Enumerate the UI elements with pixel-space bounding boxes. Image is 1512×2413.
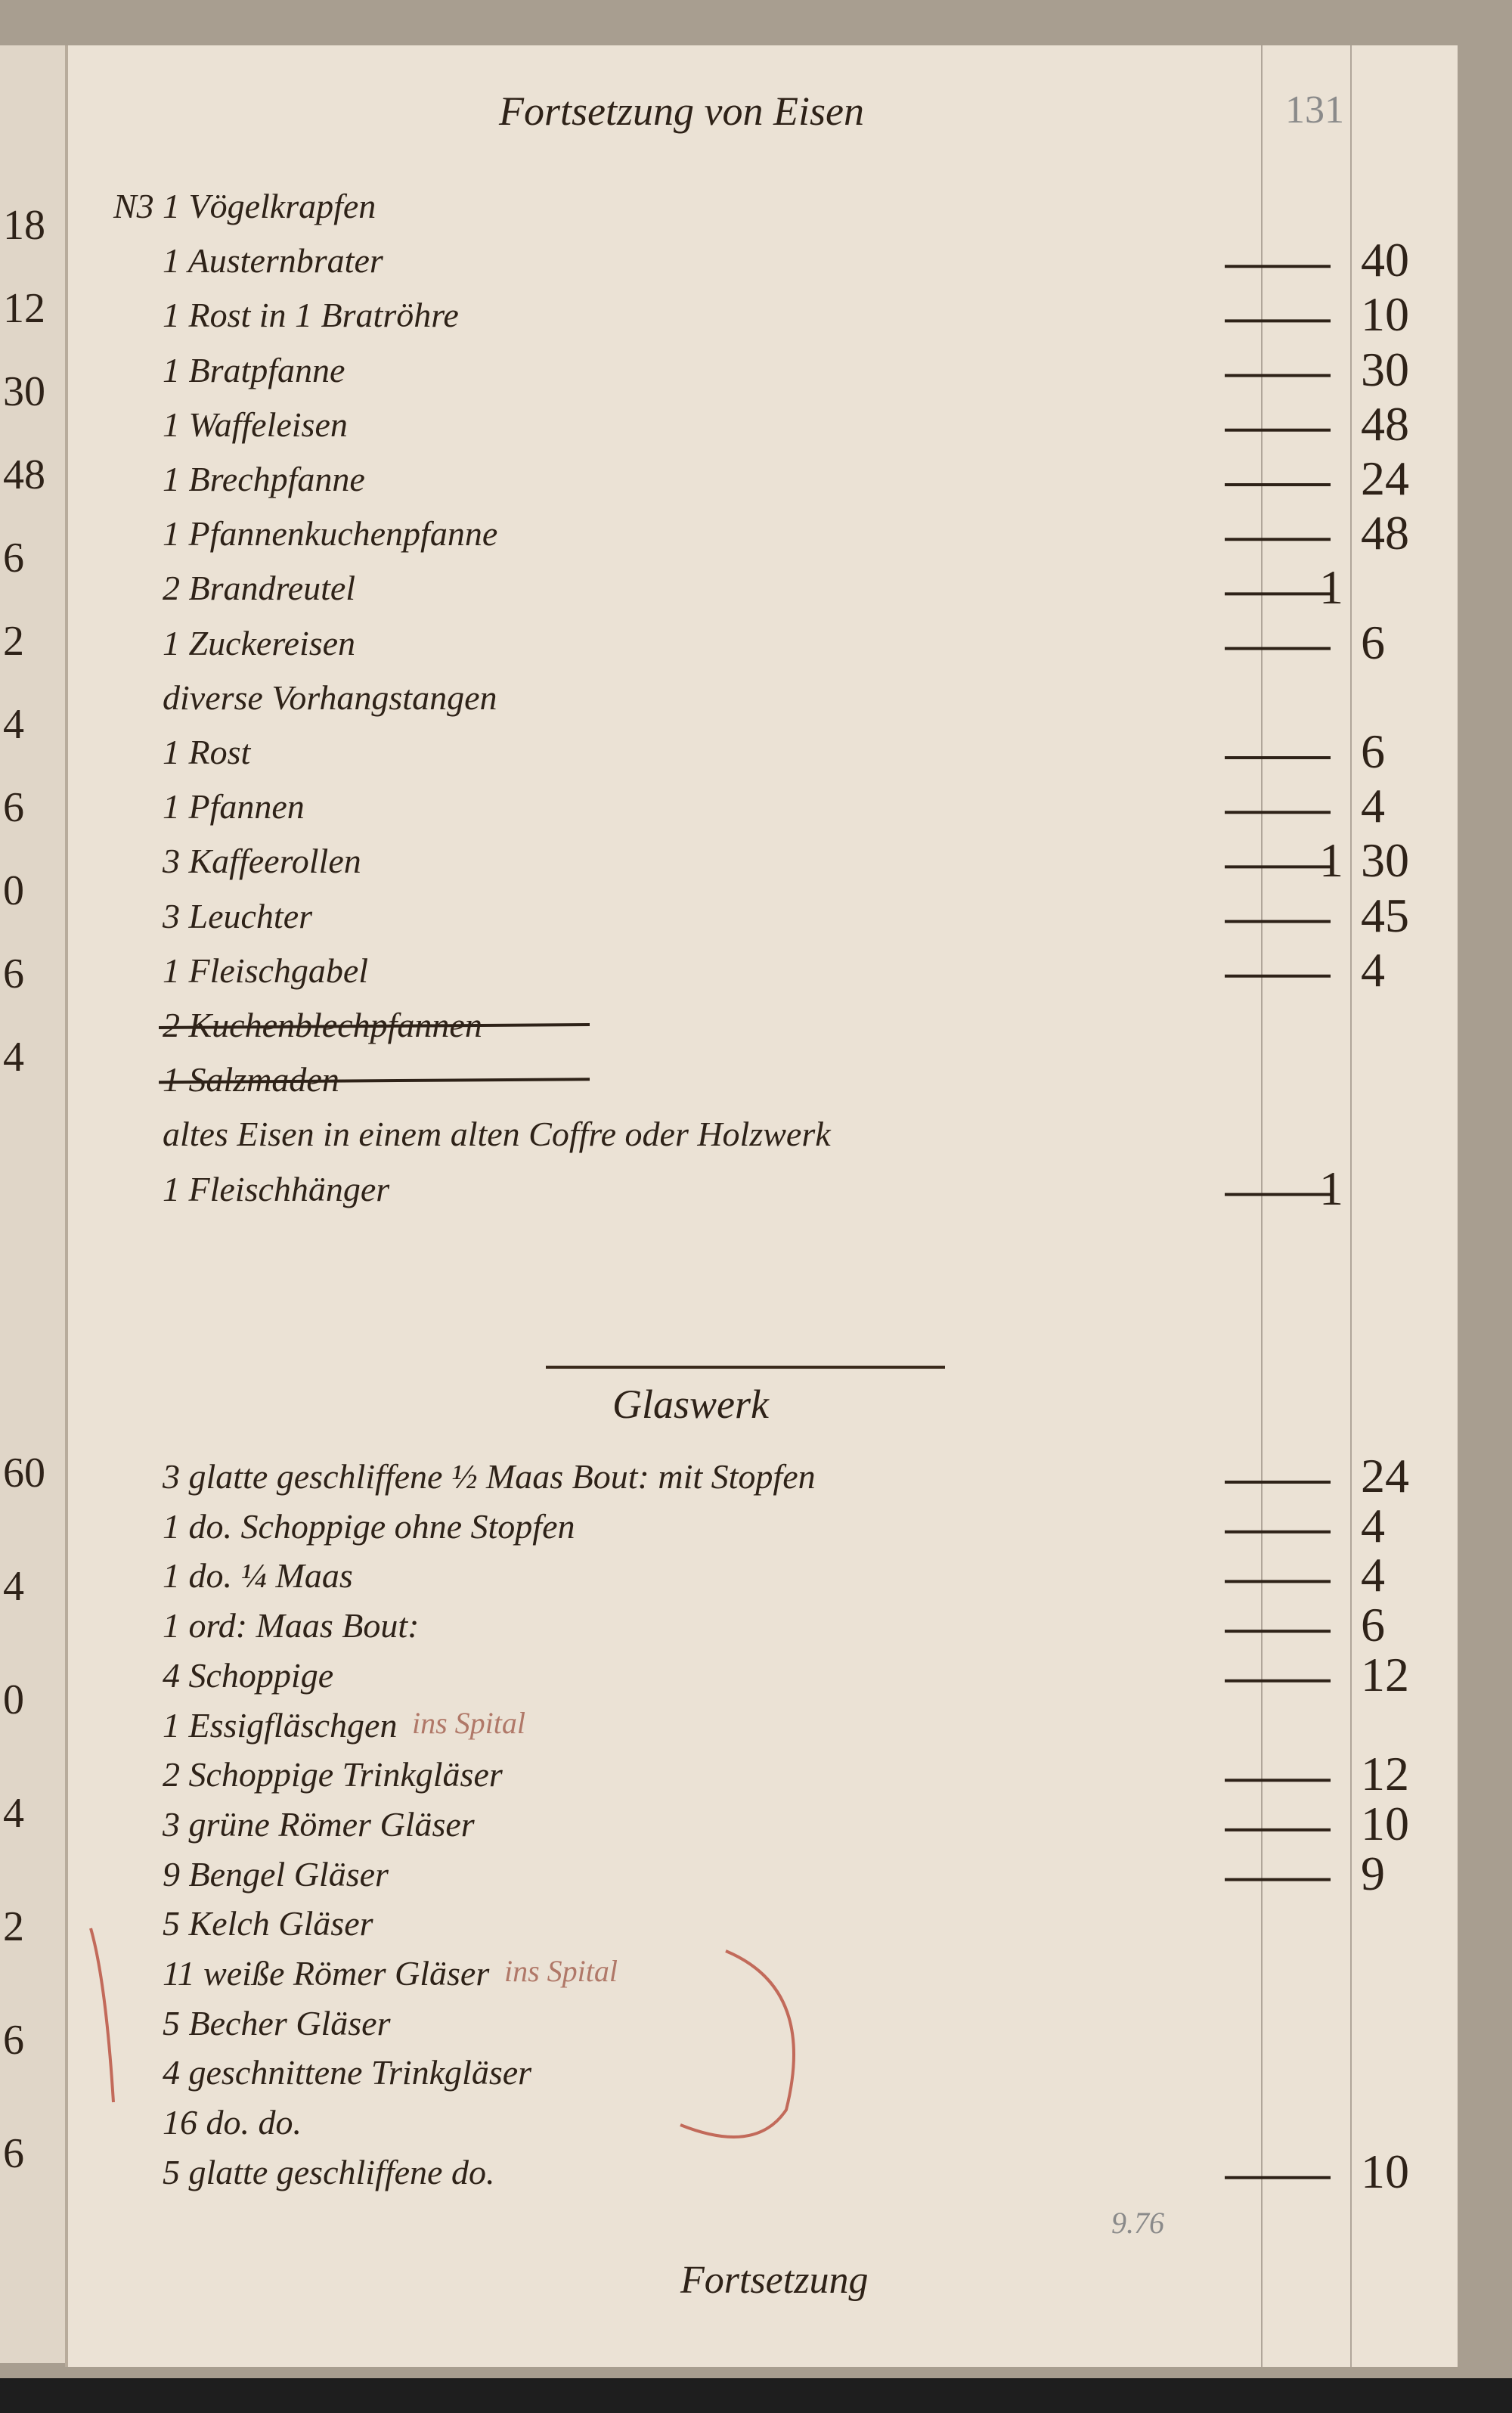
item-mark: N3 bbox=[113, 187, 154, 225]
item-text: 2 Brandreutel bbox=[163, 569, 356, 608]
item-text: 16 do. do. bbox=[163, 2103, 302, 2142]
item-text: 1 Pfannen bbox=[163, 787, 305, 827]
item-text: 3 glatte geschliffene ½ Maas Bout: mit S… bbox=[163, 1457, 816, 1496]
amount-kr: 4 bbox=[1361, 1498, 1385, 1552]
item-text: 3 grüne Römer Gläser bbox=[163, 1804, 475, 1844]
item-text: 3 Kaffeerollen bbox=[163, 842, 361, 881]
catchword: Fortsetzung bbox=[680, 2259, 869, 2302]
amount-kr: 48 bbox=[1361, 396, 1409, 451]
amount-kr: 4 bbox=[1361, 1548, 1385, 1602]
margin-figure: 60 bbox=[3, 1450, 45, 1496]
amount-kr: 30 bbox=[1361, 833, 1409, 888]
amount-kr: 10 bbox=[1361, 1796, 1409, 1850]
amount-fl: 1 bbox=[1319, 560, 1343, 615]
item-text: 5 Becher Gläser bbox=[163, 2003, 391, 2042]
margin-figure: 30 bbox=[3, 368, 45, 415]
margin-figure: 18 bbox=[3, 202, 45, 249]
item-text: 1 Fleischgabel bbox=[163, 951, 369, 990]
item-text: 1 Pfannenkuchenpfanne bbox=[163, 514, 498, 554]
item-text: 1 Essigfläschgen bbox=[163, 1705, 398, 1745]
amount-kr: 6 bbox=[1361, 1598, 1385, 1652]
item-text: 4 Schoppige bbox=[163, 1655, 334, 1695]
amount-fl: 1 bbox=[1319, 1161, 1343, 1215]
margin-figure: 6 bbox=[3, 2130, 24, 2177]
item-text: 11 weiße Römer Gläser bbox=[163, 1954, 490, 1993]
amount-kr: 10 bbox=[1361, 287, 1409, 342]
item-text: 1 Brechpfanne bbox=[163, 460, 365, 498]
margin-figure: 2 bbox=[3, 1903, 24, 1950]
item-text: 4 geschnittene Trinkgläser bbox=[163, 2053, 532, 2092]
item-text: 5 Kelch Gläser bbox=[163, 1904, 373, 1943]
item-text: 1 Austernbrater bbox=[163, 241, 383, 281]
amount-kr: 4 bbox=[1361, 942, 1385, 997]
margin-figure: 48 bbox=[3, 451, 45, 498]
item-text: 1 do. ¼ Maas bbox=[163, 1556, 353, 1596]
amount-kr: 6 bbox=[1361, 724, 1385, 778]
item-text: altes Eisen in einem alten Coffre oder H… bbox=[163, 1115, 831, 1154]
margin-figure: 0 bbox=[3, 1676, 24, 1723]
item-text: 1 Zuckereisen bbox=[163, 623, 356, 662]
amount-kr: 9 bbox=[1361, 1846, 1385, 1900]
margin-figure: 2 bbox=[3, 618, 24, 665]
strike-line bbox=[158, 1078, 590, 1084]
amount-kr: 45 bbox=[1361, 888, 1409, 942]
margin-figure: 4 bbox=[3, 701, 24, 748]
margin-figure: 12 bbox=[3, 285, 45, 332]
amount-fl: 1 bbox=[1319, 833, 1343, 888]
item-text: diverse Vorhangstangen bbox=[163, 678, 497, 717]
item-text: 2 Kuchenblechpfannen bbox=[163, 1006, 482, 1044]
library-bar bbox=[0, 2378, 1512, 2413]
item-text: 1 Salzmaden bbox=[163, 1060, 339, 1099]
margin-figure: 6 bbox=[3, 784, 24, 831]
amount-kr: 6 bbox=[1361, 615, 1385, 669]
amount-kr: 40 bbox=[1361, 233, 1409, 287]
item-text: 1 Bratpfanne bbox=[163, 350, 345, 389]
note: ins Spital bbox=[504, 1954, 618, 1988]
margin-figure: 0 bbox=[3, 867, 24, 914]
item-text: 2 Schoppige Trinkgläser bbox=[163, 1755, 503, 1794]
item-text: 1 Rost in 1 Bratröhre bbox=[163, 296, 459, 335]
amount-kr: 30 bbox=[1361, 342, 1409, 396]
margin-figure: 6 bbox=[3, 535, 24, 582]
item-text: 1 Waffeleisen bbox=[163, 405, 348, 444]
amount-kr: 10 bbox=[1361, 2144, 1409, 2198]
amount-kr: 12 bbox=[1361, 1747, 1409, 1801]
margin-figure: 4 bbox=[3, 1563, 24, 1610]
amount-kr: 24 bbox=[1361, 1449, 1409, 1503]
page-title: Fortsetzung von Eisen bbox=[499, 88, 864, 134]
item-text: 3 Leuchter bbox=[163, 896, 313, 935]
amount-kr: 4 bbox=[1361, 779, 1385, 833]
item-text: 5 glatte geschliffene do. bbox=[163, 2152, 495, 2191]
folio-number: 131 bbox=[1285, 88, 1344, 132]
strike-line bbox=[158, 1023, 590, 1029]
section-title: Glaswerk bbox=[612, 1382, 769, 1427]
margin-figure: 6 bbox=[3, 2017, 24, 2064]
item-text: 1 Vögelkrapfen bbox=[163, 187, 376, 225]
amount-kr: 12 bbox=[1361, 1647, 1409, 1701]
margin-figure: 4 bbox=[3, 1790, 24, 1837]
item-text: 9 Bengel Gläser bbox=[163, 1854, 389, 1893]
item-text: 1 do. Schoppige ohne Stopfen bbox=[163, 1506, 575, 1546]
amount-kr: 48 bbox=[1361, 506, 1409, 560]
margin-figure: 4 bbox=[3, 1034, 24, 1081]
amount-kr: 24 bbox=[1361, 451, 1409, 505]
note: ins Spital bbox=[412, 1705, 526, 1740]
item-text: 1 Rost bbox=[163, 733, 251, 771]
pencil-note: 9.76 bbox=[1111, 2206, 1164, 2240]
item-text: 1 Fleischhänger bbox=[163, 1169, 390, 1208]
item-text: 1 ord: Maas Bout: bbox=[163, 1606, 420, 1645]
margin-figure: 6 bbox=[3, 951, 24, 997]
